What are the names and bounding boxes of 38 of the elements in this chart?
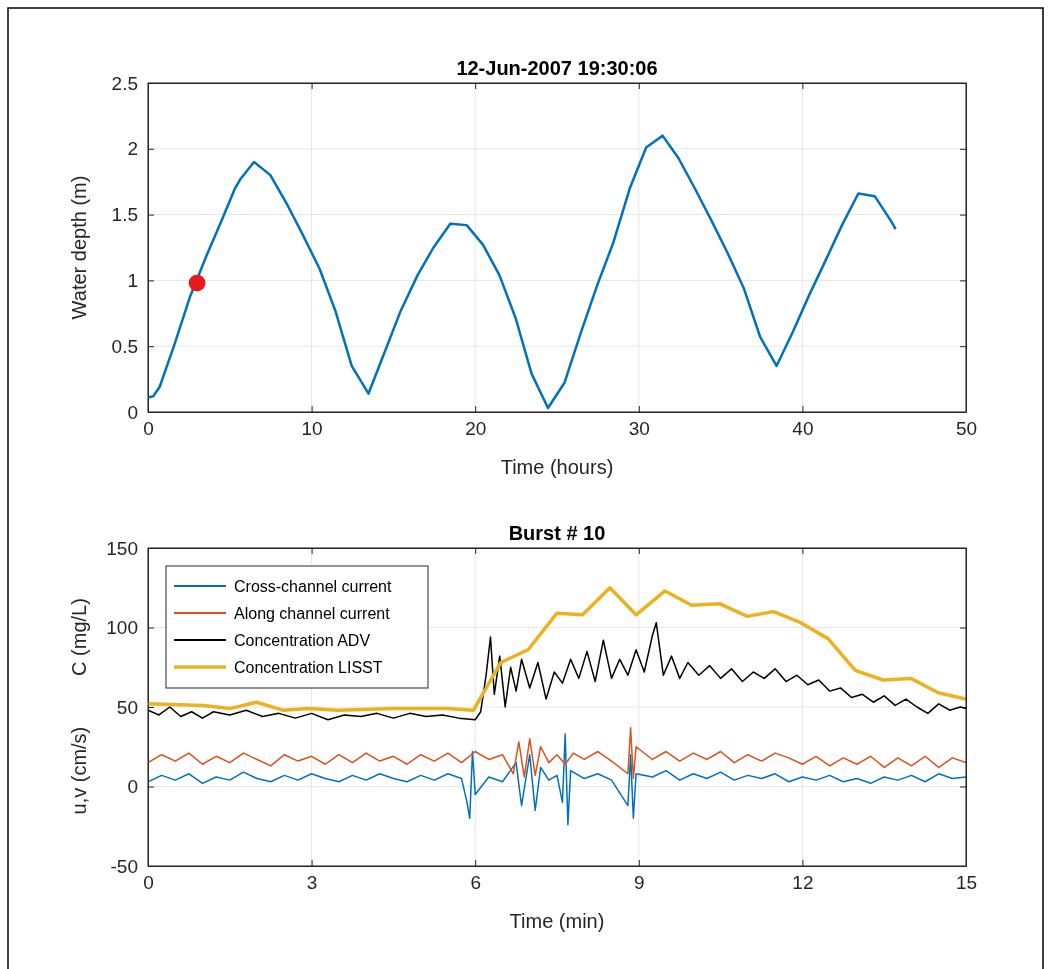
- y-tick-label: 2.5: [111, 72, 138, 94]
- y-axis-title: Water depth (m): [68, 175, 90, 320]
- line-series: [148, 621, 966, 721]
- legend-label: Cross-channel current: [234, 578, 392, 595]
- line-series: [148, 733, 966, 826]
- x-tick-label: 40: [792, 418, 814, 440]
- text: u,v (cm/s): [68, 726, 90, 815]
- x-tick-label: 9: [634, 872, 645, 894]
- legend-label: Along channel current: [234, 605, 391, 622]
- legend-label: Concentration ADV: [234, 632, 371, 649]
- legend-label: Concentration LISST: [234, 659, 383, 676]
- y-tick-label: 1: [127, 269, 138, 291]
- y-tick-label: 2: [127, 138, 138, 160]
- y-tick-label: 0.5: [111, 335, 138, 357]
- y-tick-label: 0: [127, 401, 138, 423]
- chart-title: Burst # 10: [508, 522, 606, 544]
- line-series: [148, 726, 966, 780]
- x-axis-title: Time (min): [509, 910, 605, 932]
- y-tick-label: 150: [106, 537, 138, 559]
- x-tick-label: 30: [628, 418, 650, 440]
- x-tick-label: 3: [306, 872, 318, 894]
- y-tick-label: 50: [116, 696, 138, 718]
- y-tick-label: 1.5: [111, 204, 138, 226]
- x-tick-label: 0: [143, 418, 154, 440]
- y-tick-label: 0: [127, 776, 138, 798]
- line-series: [148, 134, 897, 410]
- chart-title: 12-Jun-2007 19:30:06: [456, 57, 658, 79]
- x-tick-label: 12: [792, 872, 814, 894]
- x-tick-label: 20: [465, 418, 487, 440]
- y-tick-label: 100: [106, 617, 138, 639]
- x-tick-label: 10: [301, 418, 323, 440]
- x-tick-label: 50: [955, 418, 978, 440]
- x-tick-label: 15: [955, 872, 978, 894]
- x-tick-label: 6: [470, 872, 481, 894]
- y-axis-title: C (mg/L): [68, 598, 90, 676]
- x-tick-label: 0: [143, 872, 154, 894]
- x-axis-title: Time (hours): [500, 456, 614, 478]
- y-tick-label: -50: [110, 855, 138, 877]
